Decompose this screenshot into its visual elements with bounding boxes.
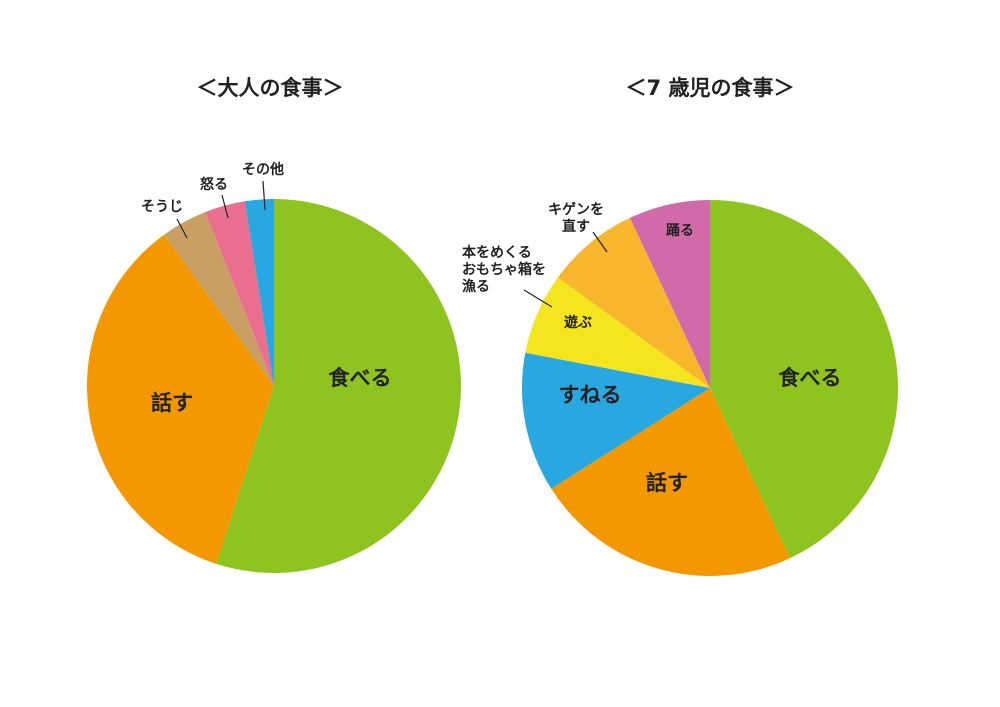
pie-slice	[164, 212, 274, 386]
slice-label: すねる	[559, 383, 622, 407]
pie-slice	[710, 200, 899, 559]
slice-label: キゲンを直す	[548, 201, 604, 235]
leader-line	[592, 231, 608, 253]
pie-slice	[525, 277, 710, 388]
leader-line	[523, 289, 553, 308]
leader-line	[221, 194, 229, 219]
pie-slice	[205, 201, 274, 386]
pie-slice	[216, 199, 461, 573]
pie-slice	[557, 217, 710, 388]
pie-chart-2: ＜7 歳児の食事＞ 食べる話す すねる 遊ぶ 本をめくるおもちゃ箱を漁るキゲンを直す踊る	[462, 76, 899, 577]
slice-label: 食べる	[329, 366, 392, 390]
slice-label: 本をめくるおもちゃ箱を漁る	[462, 244, 546, 295]
slice-label: 怒る	[200, 176, 228, 193]
leader-line	[262, 180, 266, 211]
slice-label: その他	[242, 161, 284, 178]
slice-label: 話す	[151, 391, 193, 415]
slice-label: 遊ぶ	[564, 314, 592, 331]
slice-label: 踊る	[666, 223, 694, 239]
pie-slice	[86, 234, 274, 564]
slice-label: 話す	[646, 471, 688, 495]
chart-title: ＜大人の食事＞	[197, 76, 344, 100]
chart-title: ＜7 歳児の食事＞	[626, 76, 795, 100]
leader-line	[176, 218, 188, 239]
slice-label: 食べる	[779, 366, 842, 390]
pie-slice	[521, 352, 710, 489]
pie-slice	[244, 199, 274, 386]
pie-slice	[551, 388, 791, 577]
slice-label: そうじ	[141, 199, 183, 215]
pie-slice	[629, 200, 710, 388]
